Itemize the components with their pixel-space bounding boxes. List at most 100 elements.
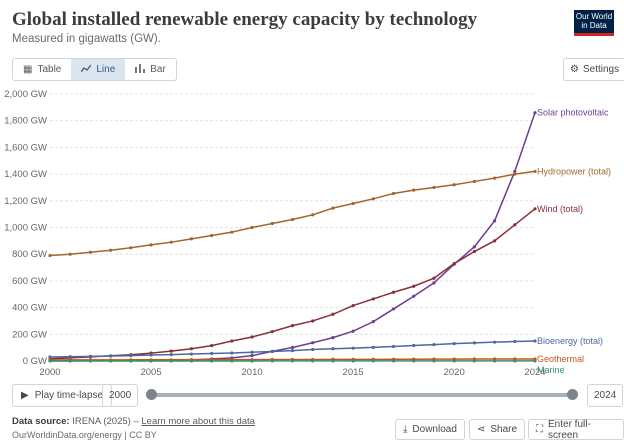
series-label-hydro[interactable]: Hydropower (total) — [537, 166, 611, 176]
data-point-bio — [412, 343, 416, 348]
data-point-marine — [109, 359, 113, 363]
series-label-solar[interactable]: Solar photovoltaic — [537, 108, 609, 118]
line-chart: 0 GW 200 GW 400 GW 600 GW 800 GW 1,000 GW 1,20… — [4, 89, 611, 378]
data-point-bio — [250, 350, 254, 354]
data-point-wind — [391, 290, 396, 294]
data-point-bio — [189, 352, 194, 356]
data-point-solar — [492, 219, 497, 223]
y-tick-label: 400 GW — [12, 303, 47, 314]
data-point-bio — [68, 355, 72, 359]
series-line-hydro[interactable] — [49, 170, 536, 257]
tab-line[interactable]: Line — [71, 59, 126, 80]
share-button[interactable]: ⋖ Share — [469, 419, 526, 440]
data-point-hydro — [533, 169, 537, 174]
timeline-start-year[interactable]: 2000 — [102, 384, 139, 407]
data-point-bio — [311, 347, 315, 352]
share-label: Share — [490, 424, 518, 435]
owid-logo[interactable]: Our World in Data — [574, 10, 614, 36]
timeline-start-handle[interactable] — [146, 389, 157, 400]
data-point-bio — [432, 342, 436, 347]
tab-bar[interactable]: Bar — [125, 59, 176, 80]
series-label-geo[interactable]: Geothermal — [537, 354, 584, 364]
tab-line-label: Line — [96, 64, 116, 75]
data-point-bio — [230, 351, 234, 355]
data-point-hydro — [513, 172, 517, 176]
data-point-bio — [169, 352, 173, 357]
data-point-marine — [149, 359, 153, 363]
data-point-hydro — [48, 253, 52, 258]
data-point-bio — [452, 342, 456, 346]
data-point-bio — [48, 355, 52, 359]
x-tick-label: 2005 — [140, 367, 161, 378]
series-line-wind[interactable] — [49, 208, 536, 360]
x-tick-label: 2020 — [444, 367, 465, 378]
share-icon: ⋖ — [477, 424, 486, 435]
tab-bar-label: Bar — [150, 64, 166, 75]
data-point-marine — [210, 359, 214, 363]
data-point-hydro — [210, 233, 214, 238]
data-point-marine — [270, 359, 274, 363]
play-icon: ▶ — [21, 390, 29, 401]
data-point-hydro — [290, 217, 295, 222]
y-tick-label: 1,600 GW — [4, 142, 47, 153]
data-point-wind — [230, 339, 234, 343]
y-tick-label: 1,800 GW — [4, 116, 47, 127]
play-timelapse-button[interactable]: ▶ Play time-lapse — [12, 384, 113, 407]
data-point-marine — [492, 359, 497, 363]
data-point-marine — [533, 359, 537, 363]
data-point-marine — [250, 359, 254, 363]
data-point-bio — [290, 348, 295, 353]
gear-icon: ⚙ — [570, 64, 579, 75]
data-point-wind — [290, 324, 295, 328]
data-point-wind — [270, 330, 274, 334]
data-point-hydro — [371, 197, 375, 201]
data-point-bio — [88, 354, 93, 358]
data-point-hydro — [88, 250, 93, 254]
y-tick-label: 0 GW — [23, 356, 47, 367]
data-point-marine — [88, 359, 93, 363]
data-point-bio — [351, 346, 355, 350]
x-tick-label: 2010 — [242, 367, 263, 378]
data-point-wind — [472, 249, 476, 254]
data-point-hydro — [129, 246, 133, 250]
chart-subtitle: Measured in gigawatts (GW). — [12, 33, 161, 45]
learn-more-link[interactable]: Learn more about this data — [141, 416, 255, 427]
download-button[interactable]: ⤓ Download — [395, 419, 465, 440]
data-point-bio — [109, 354, 113, 358]
data-point-solar — [290, 345, 295, 350]
timeline-track[interactable] — [152, 393, 573, 397]
data-point-solar — [513, 169, 517, 174]
data-point-bio — [210, 351, 214, 356]
data-point-wind — [412, 284, 416, 288]
y-tick-label: 600 GW — [12, 276, 47, 287]
table-icon: ▦ — [23, 64, 33, 75]
data-point-hydro — [189, 237, 194, 241]
settings-button[interactable]: ⚙ Settings — [563, 58, 624, 81]
series-line-solar[interactable] — [50, 112, 536, 362]
source-label: Data source: — [12, 416, 70, 427]
series-label-marine[interactable]: Marine — [537, 365, 565, 375]
data-point-hydro — [412, 188, 416, 192]
data-point-solar — [432, 281, 436, 285]
series-label-bio[interactable]: Bioenergy (total) — [537, 336, 603, 346]
data-point-solar — [533, 111, 537, 115]
chart-title: Global installed renewable energy capaci… — [12, 9, 478, 30]
data-point-hydro — [331, 206, 335, 210]
data-point-marine — [513, 359, 517, 363]
data-point-wind — [432, 276, 436, 280]
data-point-hydro — [230, 230, 234, 234]
data-point-marine — [169, 359, 173, 363]
timeline-end-year[interactable]: 2024 — [587, 384, 624, 407]
x-tick-label: 2015 — [343, 367, 364, 378]
data-point-bio — [492, 340, 497, 344]
download-icon: ⤓ — [403, 424, 408, 435]
data-point-bio — [513, 339, 517, 344]
data-point-hydro — [149, 243, 153, 247]
fullscreen-button[interactable]: ⛶ Enter full-screen — [528, 419, 624, 441]
data-point-solar — [472, 245, 476, 249]
data-point-hydro — [250, 225, 254, 230]
timeline-end-handle[interactable] — [567, 389, 578, 400]
tab-table[interactable]: ▦ Table — [13, 59, 71, 80]
data-point-marine — [48, 359, 52, 363]
series-label-wind[interactable]: Wind (total) — [537, 204, 583, 214]
